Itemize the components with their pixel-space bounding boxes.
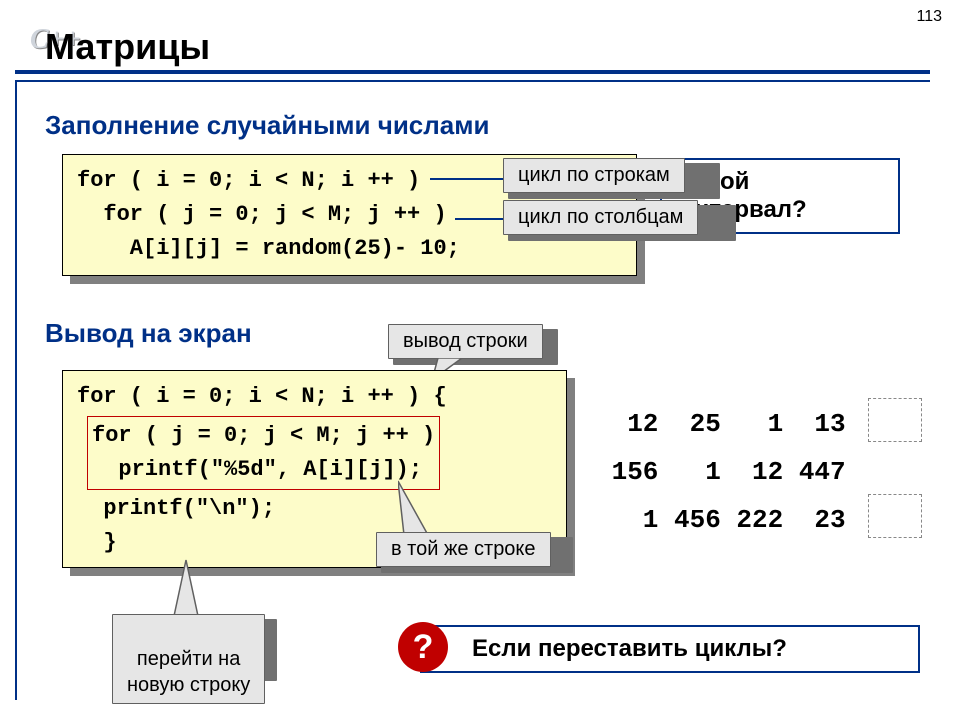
title-rule-thin: [15, 80, 930, 82]
tag-newline-tail: [168, 558, 208, 618]
tag-newline-text: перейти на новую строку: [127, 648, 250, 696]
tag-rows: цикл по строкам: [503, 158, 685, 193]
question-swap: Если переставить циклы?: [420, 625, 920, 673]
page-number: 113: [916, 8, 942, 26]
code2-inner-box: for ( j = 0; j < M; j ++ ) printf("%5d",…: [87, 416, 440, 490]
question-mark-icon: ?: [398, 622, 448, 672]
left-rule: [15, 80, 17, 700]
tag-sameline-text: в той же строке: [391, 538, 536, 560]
dashed-cell-2: [868, 494, 922, 538]
subtitle-output: Вывод на экран: [45, 318, 252, 349]
question-mark-text: ?: [413, 628, 434, 666]
slide: 113 C++ Матрицы Заполнение случайными чи…: [0, 0, 960, 720]
title-rule-thick: [15, 70, 930, 74]
tag-outrow-text: вывод строки: [403, 330, 528, 352]
tag-cols-text: цикл по столбцам: [518, 206, 683, 228]
slide-title: Матрицы: [45, 26, 210, 68]
code2-inner2: printf("%5d", A[i][j]);: [92, 453, 435, 487]
tag-sameline: в той же строке: [376, 532, 551, 567]
tag-sameline-tail: [398, 479, 438, 537]
dashed-cell-1: [868, 398, 922, 442]
tag-newline: перейти на новую строку: [112, 614, 265, 704]
subtitle-fill: Заполнение случайными числами: [45, 110, 489, 141]
code2-line1: for ( i = 0; i < N; i ++ ) {: [77, 380, 552, 414]
tag-rows-text: цикл по строкам: [518, 164, 670, 186]
tag-outrow: вывод строки: [388, 324, 543, 359]
code2-inner1: for ( j = 0; j < M; j ++ ): [92, 419, 435, 453]
connector-cols: [455, 218, 505, 220]
question-swap-text: Если переставить циклы?: [472, 635, 787, 662]
connector-rows: [430, 178, 505, 180]
code2-line4: printf("\n");: [77, 492, 552, 526]
tag-cols: цикл по столбцам: [503, 200, 698, 235]
matrix-output: 12 25 1 13 156 1 12 447 1 456 222 23: [596, 400, 846, 544]
